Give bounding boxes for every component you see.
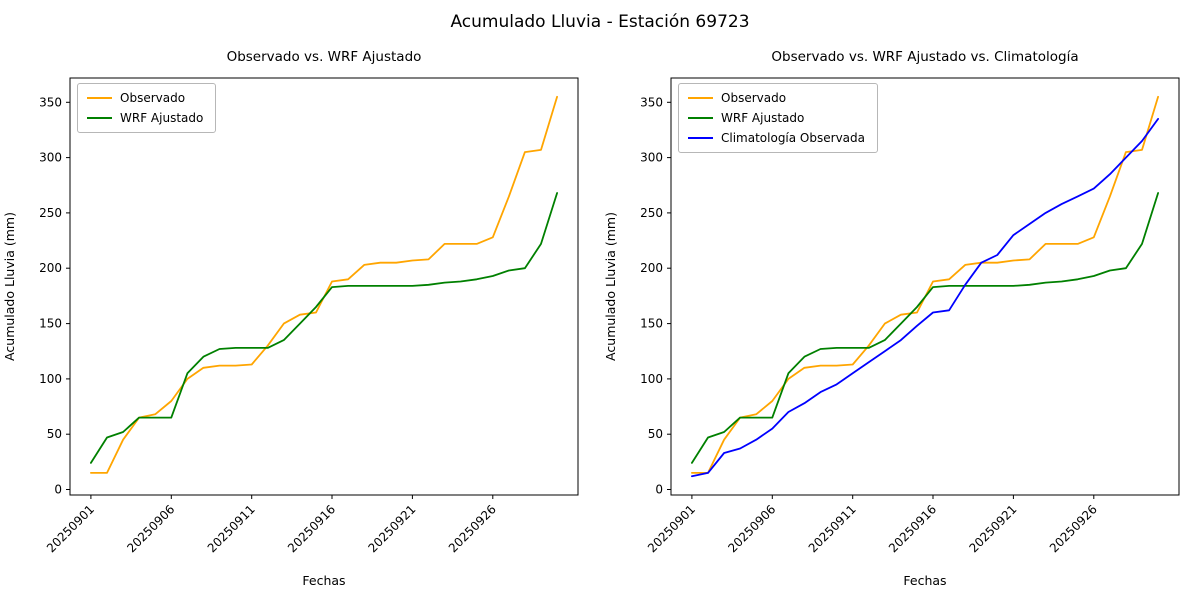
svg-text:100: 100 bbox=[640, 372, 663, 386]
svg-text:50: 50 bbox=[47, 427, 62, 441]
legend-label: WRF Ajustado bbox=[721, 111, 805, 125]
svg-text:Acumulado Lluvia (mm): Acumulado Lluvia (mm) bbox=[2, 212, 17, 361]
svg-text:0: 0 bbox=[54, 483, 62, 497]
svg-text:150: 150 bbox=[39, 317, 62, 331]
legend-line-sample bbox=[688, 137, 713, 139]
svg-text:20250921: 20250921 bbox=[966, 502, 1019, 555]
svg-text:Fechas: Fechas bbox=[302, 573, 345, 588]
svg-text:20250911: 20250911 bbox=[205, 502, 258, 555]
legend-label: Observado bbox=[721, 91, 787, 105]
svg-text:20250916: 20250916 bbox=[285, 502, 338, 555]
svg-text:20250901: 20250901 bbox=[645, 502, 698, 555]
legend-line-sample bbox=[87, 117, 112, 119]
svg-text:150: 150 bbox=[640, 317, 663, 331]
right-plot-area: 0 50 100 150 200 250 300 350 20250901 20250906 202… bbox=[601, 70, 1194, 592]
svg-text:Fechas: Fechas bbox=[903, 573, 946, 588]
legend-entry: WRF Ajustado bbox=[87, 111, 203, 125]
legend-line-sample bbox=[87, 97, 112, 99]
legend-label: WRF Ajustado bbox=[120, 111, 204, 125]
right-chart-title: Observado vs. WRF Ajustado vs. Climatolo… bbox=[771, 49, 1079, 65]
svg-text:350: 350 bbox=[640, 95, 663, 109]
left-legend: Observado WRF Ajustado bbox=[77, 83, 217, 133]
legend-entry: Observado bbox=[87, 91, 203, 105]
legend-label: Climatología Observada bbox=[721, 131, 865, 145]
svg-text:20250926: 20250926 bbox=[1047, 502, 1100, 555]
svg-text:20250901: 20250901 bbox=[44, 502, 97, 555]
svg-text:300: 300 bbox=[39, 151, 62, 165]
legend-entry: Climatología Observada bbox=[688, 131, 865, 145]
svg-text:50: 50 bbox=[648, 427, 663, 441]
right-line-chart: 0 50 100 150 200 250 300 350 20250901 20250906 202… bbox=[603, 77, 1180, 588]
right-legend: Observado WRF Ajustado Climatología Observ… bbox=[678, 83, 878, 153]
svg-text:100: 100 bbox=[39, 372, 62, 386]
legend-label: Observado bbox=[120, 91, 186, 105]
left-line-chart: 0 50 100 150 200 250 300 350 20250901 20250906 202… bbox=[2, 77, 579, 588]
svg-text:200: 200 bbox=[39, 261, 62, 275]
chart-panels: Observado vs. WRF Ajustado 0 50 100 150 200 2… bbox=[0, 46, 1200, 596]
legend-entry: Observado bbox=[688, 91, 865, 105]
left-plot-area: 0 50 100 150 200 250 300 350 20250901 20250906 202… bbox=[0, 70, 593, 592]
chart-panel-left: Observado vs. WRF Ajustado 0 50 100 150 200 2… bbox=[0, 46, 593, 596]
svg-text:300: 300 bbox=[640, 151, 663, 165]
svg-text:Acumulado Lluvia (mm): Acumulado Lluvia (mm) bbox=[603, 212, 618, 361]
legend-line-sample bbox=[688, 97, 713, 99]
svg-text:20250911: 20250911 bbox=[806, 502, 859, 555]
legend-line-sample bbox=[688, 117, 713, 119]
svg-text:350: 350 bbox=[39, 95, 62, 109]
chart-panel-right: Observado vs. WRF Ajustado vs. Climatolo… bbox=[601, 46, 1194, 596]
svg-text:20250906: 20250906 bbox=[124, 502, 177, 555]
svg-text:250: 250 bbox=[39, 206, 62, 220]
left-chart-title: Observado vs. WRF Ajustado bbox=[226, 49, 422, 65]
svg-text:250: 250 bbox=[640, 206, 663, 220]
svg-text:20250921: 20250921 bbox=[365, 502, 418, 555]
legend-entry: WRF Ajustado bbox=[688, 111, 865, 125]
svg-text:20250916: 20250916 bbox=[886, 502, 939, 555]
svg-text:20250926: 20250926 bbox=[446, 502, 499, 555]
svg-text:200: 200 bbox=[640, 261, 663, 275]
svg-text:20250906: 20250906 bbox=[725, 502, 778, 555]
figure-title: Acumulado Lluvia - Estación 69723 bbox=[450, 12, 750, 32]
svg-text:0: 0 bbox=[655, 483, 663, 497]
